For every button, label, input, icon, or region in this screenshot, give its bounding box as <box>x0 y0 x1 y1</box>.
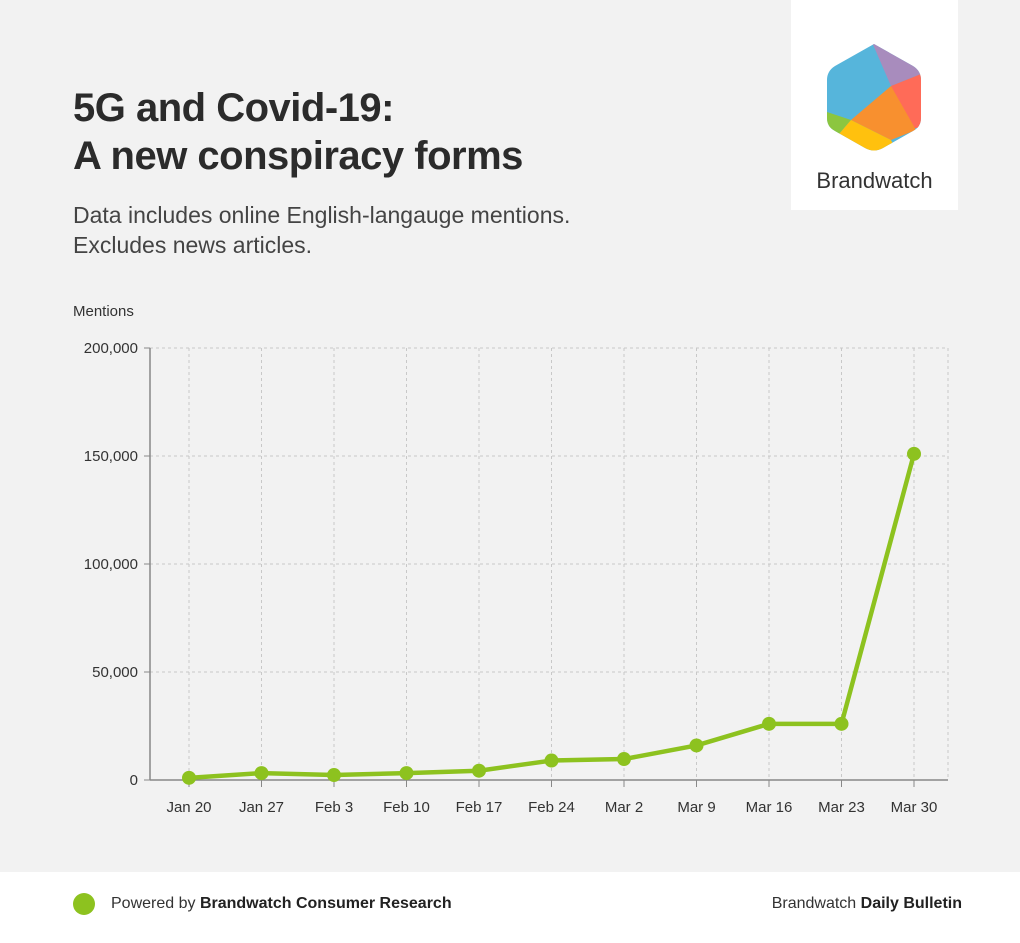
y-axis-label: Mentions <box>73 303 134 320</box>
line-chart: 0 50,000 100,000 150,000 200,000 Jan 20 Jan 27… <box>84 340 949 816</box>
y-tick-label: 50,000 <box>92 664 138 681</box>
powered-prefix: Powered by <box>111 895 196 912</box>
data-point <box>182 770 196 785</box>
bulletin-prefix: Brandwatch <box>771 895 857 912</box>
x-tick-label: Feb 10 <box>383 799 430 816</box>
x-tick-label: Feb 24 <box>528 799 575 816</box>
x-tick-label: Mar 16 <box>746 799 793 816</box>
data-point <box>834 716 849 731</box>
title-line-1: 5G and Covid-19: <box>73 86 394 130</box>
x-tick-label: Jan 27 <box>239 799 284 816</box>
chart-title: 5G and Covid-19: A new conspiracy forms <box>73 84 523 180</box>
bulletin-bold: Daily Bulletin <box>860 895 962 912</box>
data-point <box>544 753 559 768</box>
data-point <box>689 738 704 753</box>
data-point <box>762 716 776 731</box>
y-tick-label: 200,000 <box>84 340 138 357</box>
x-tick-label: Feb 3 <box>315 799 353 816</box>
x-tick-label: Mar 30 <box>891 799 938 816</box>
x-tick-label: Jan 20 <box>166 799 211 816</box>
x-tick-label: Mar 9 <box>677 799 715 816</box>
y-tick-label: 150,000 <box>84 448 138 465</box>
data-point <box>472 763 486 778</box>
series-line <box>188 453 917 781</box>
hexagon-logo-icon <box>827 44 921 151</box>
x-tick-label: Mar 23 <box>818 799 865 816</box>
data-point <box>254 766 269 781</box>
bulletin-label: Brandwatch Daily Bulletin <box>772 895 962 913</box>
x-tick-label: Feb 17 <box>456 799 503 816</box>
y-tick-label: 0 <box>130 772 138 789</box>
footer: Powered by Brandwatch Consumer Research … <box>0 872 1020 943</box>
title-line-2: A new conspiracy forms <box>73 134 523 178</box>
powered-brand: Brandwatch Consumer Research <box>199 895 452 912</box>
data-point <box>399 766 414 781</box>
subtitle-line-1: Data includes online English-langauge me… <box>73 202 571 228</box>
data-point <box>327 768 341 783</box>
brand-dot-icon <box>73 893 95 915</box>
data-point <box>907 446 921 461</box>
subtitle-line-2: Excludes news articles. <box>73 232 313 258</box>
y-tick-label: 100,000 <box>84 556 138 573</box>
chart-subtitle: Data includes online English-langauge me… <box>73 200 570 260</box>
powered-by: Powered by Brandwatch Consumer Research <box>111 895 452 913</box>
brandwatch-logo: Brandwatch <box>791 0 958 210</box>
x-tick-label: Mar 2 <box>605 799 643 816</box>
logo-text: Brandwatch <box>816 168 933 193</box>
data-point <box>617 752 631 767</box>
